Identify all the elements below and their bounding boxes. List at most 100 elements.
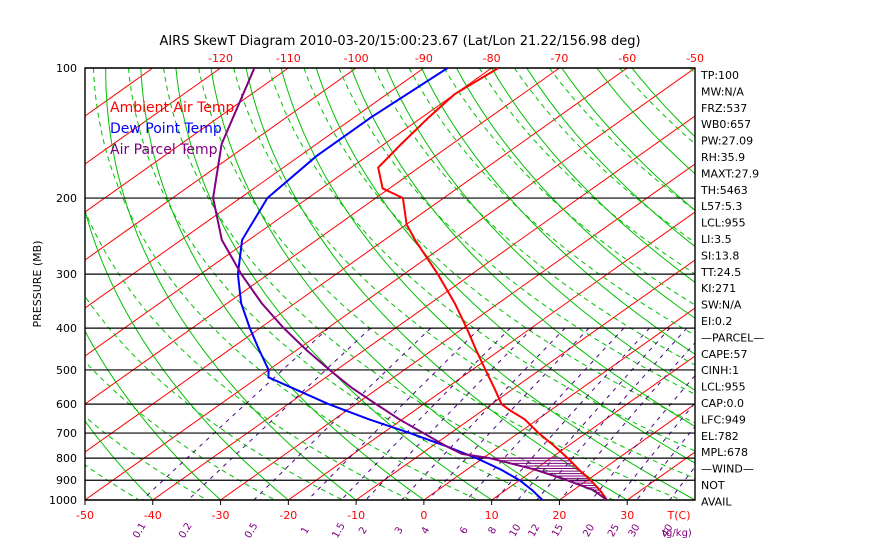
top-temp-tick-label: -80 — [483, 52, 501, 65]
axis-labels-layer: 1002003004005006007008009001000PRESSURE … — [31, 52, 704, 540]
profile-curve-ambient-air-temp — [377, 68, 608, 500]
mixing-ratio-line — [559, 342, 695, 500]
mixing-ratio-tick-label: 1.5 — [330, 521, 347, 540]
bottom-temp-tick-label: -40 — [144, 509, 162, 522]
parameter-item: RH:35.9 — [701, 151, 745, 164]
top-temp-tick-label: -110 — [276, 52, 301, 65]
dry-adiabat-line — [385, 68, 695, 391]
pressure-tick-label: 700 — [56, 427, 77, 440]
mixing-ratio-tick-label: 3 — [393, 525, 406, 536]
mixing-ratio-line — [590, 374, 695, 500]
saturated-adiabat-line — [198, 68, 682, 500]
mixing-ratio-tick-label: 1 — [299, 525, 312, 536]
temp-axis-title: T(C) — [667, 509, 691, 522]
isotherm-line — [559, 403, 695, 500]
plot-border — [84, 67, 696, 501]
saturated-adiabat-line — [373, 68, 695, 366]
parameter-item: L57:5.3 — [701, 200, 742, 213]
mixing-ratio-line — [141, 327, 329, 500]
isotherm-line — [491, 355, 695, 500]
dry-adiabat-line — [85, 420, 154, 500]
dry-adiabat-line — [280, 68, 695, 500]
isotherm-line — [423, 307, 695, 500]
saturated-adiabat-line — [163, 68, 614, 500]
top-temp-tick-label: -50 — [686, 52, 704, 65]
parameter-item: MAXT:27.9 — [701, 167, 759, 180]
dry-adiabat-line — [315, 68, 695, 464]
saturated-adiabat-line — [513, 68, 695, 244]
mixing-ratio-axis-title: (g/kg) — [662, 528, 692, 539]
top-temp-tick-label: -100 — [344, 52, 369, 65]
parameter-item: NOT — [701, 479, 725, 492]
pressure-tick-label: 500 — [56, 364, 77, 377]
page-title: AIRS SkewT Diagram 2010-03-20/15:00:23.6… — [159, 34, 640, 49]
isotherm-line — [85, 68, 560, 405]
bottom-temp-tick-label: 10 — [485, 509, 499, 522]
mixing-ratio-tick-label: 0.2 — [177, 521, 194, 540]
mixing-ratio-line — [536, 327, 688, 500]
pressure-tick-label: 200 — [56, 192, 77, 205]
top-temp-tick-label: -70 — [550, 52, 568, 65]
dry-adiabat-line — [561, 68, 695, 211]
isotherm-line — [626, 451, 695, 500]
dry-adiabat-line — [245, 68, 628, 500]
mixing-ratio-line — [253, 327, 432, 500]
saturated-adiabat-line — [338, 68, 695, 395]
parameter-item: —WIND— — [701, 463, 754, 476]
parameter-item: TP:100 — [700, 69, 739, 82]
dry-adiabat-line — [772, 68, 870, 500]
parameter-item: CINH:1 — [701, 364, 739, 377]
pressure-tick-label: 300 — [56, 268, 77, 281]
bottom-temp-tick-label: -30 — [212, 509, 230, 522]
cinh-shaded-region — [489, 457, 602, 493]
mixing-ratio-line — [427, 327, 590, 500]
mixing-ratio-tick-label: 4 — [420, 525, 433, 536]
isotherm-line — [220, 163, 695, 500]
parameter-item: KI:271 — [701, 282, 736, 295]
bottom-temp-tick-label: 0 — [420, 509, 427, 522]
saturated-adiabat-line — [619, 68, 695, 145]
dry-adiabat-line — [85, 330, 221, 500]
saturated-adiabat-line — [85, 415, 208, 500]
top-temp-tick-label: -120 — [208, 52, 233, 65]
legend-entry-3: Air Parcel Temp — [110, 142, 218, 158]
parameter-list: TP:100 MW:N/A FRZ:537 WB0:657 PW:27.09 RH:35.… — [700, 69, 764, 508]
parameter-item: MW:N/A — [701, 85, 744, 98]
mixing-ratio-line — [307, 327, 481, 500]
bottom-temp-tick-label: 20 — [552, 509, 566, 522]
y-axis-title: PRESSURE (MB) — [31, 241, 44, 328]
legend-entry-2: Dew Point Temp — [110, 121, 222, 137]
mixing-ratio-tick-label: 25 — [606, 522, 622, 539]
parameter-item: TT:24.5 — [700, 266, 741, 279]
pressure-tick-label: 600 — [56, 398, 77, 411]
saturated-adiabat-line — [233, 68, 695, 479]
pressure-tick-label: 400 — [56, 322, 77, 335]
dry-adiabat-line — [456, 68, 695, 319]
mixing-ratio-line — [615, 402, 695, 500]
parameter-item: FRZ:537 — [701, 102, 747, 115]
dry-adiabat-line — [526, 68, 695, 248]
bottom-temp-tick-label: -50 — [76, 509, 94, 522]
dry-adiabat-line — [140, 68, 425, 500]
parameter-item: LCL:955 — [701, 381, 746, 394]
top-temp-tick-label: -60 — [618, 52, 636, 65]
saturated-adiabat-line — [478, 68, 695, 275]
parameter-item: WB0:657 — [701, 118, 751, 131]
mixing-ratio-tick-label: 0.5 — [243, 521, 260, 540]
mixing-ratio-tick-label: 0.1 — [131, 521, 148, 540]
mixing-ratio-tick-label: 8 — [487, 525, 500, 536]
saturated-adiabat-line — [128, 68, 547, 500]
parameter-item: MPL:678 — [701, 446, 748, 459]
legend-layer: Ambient Air Temp Dew Point Temp Air Parcel… — [110, 100, 235, 158]
dry-adiabat-line — [596, 68, 695, 175]
mixing-ratio-tick-label: 30 — [627, 522, 643, 539]
isotherm-line — [85, 68, 492, 357]
isotherm-line — [85, 68, 628, 453]
saturated-adiabat-line — [408, 68, 695, 336]
mixing-ratio-tick-label: 20 — [581, 522, 597, 539]
bottom-temp-tick-label: -20 — [279, 509, 297, 522]
mixing-ratio-tick-label: 12 — [527, 522, 543, 539]
mixing-ratio-line — [400, 327, 566, 500]
dry-adiabat-line — [210, 68, 560, 500]
